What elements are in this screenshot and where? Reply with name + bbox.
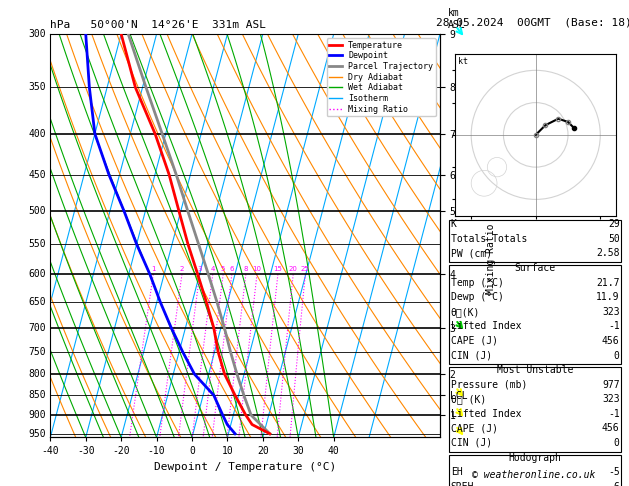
Text: 5: 5 [221,266,225,272]
Text: Pressure (mb): Pressure (mb) [450,380,527,390]
Text: 650: 650 [29,297,47,307]
Text: CIN (J): CIN (J) [450,438,492,448]
Text: Lifted Index: Lifted Index [450,409,521,419]
Text: K: K [450,219,457,229]
Text: 300: 300 [29,29,47,39]
Text: SREH: SREH [450,482,474,486]
Text: PW (cm): PW (cm) [450,248,492,259]
Text: 0: 0 [614,350,620,361]
Text: Most Unstable: Most Unstable [497,365,573,375]
Text: 450: 450 [29,170,47,180]
Text: 900: 900 [29,410,47,420]
Text: 350: 350 [29,83,47,92]
Text: 456: 456 [602,336,620,346]
Text: 0: 0 [614,438,620,448]
Text: 1: 1 [151,266,155,272]
Text: Lifted Index: Lifted Index [450,321,521,331]
Text: CAPE (J): CAPE (J) [450,423,498,434]
Text: θᴇ(K): θᴇ(K) [450,307,480,317]
Text: 20: 20 [289,266,298,272]
Text: 800: 800 [29,369,47,379]
Text: Dewp (°C): Dewp (°C) [450,292,504,302]
Legend: Temperature, Dewpoint, Parcel Trajectory, Dry Adiabat, Wet Adiabat, Isotherm, Mi: Temperature, Dewpoint, Parcel Trajectory… [326,38,436,116]
Text: 850: 850 [29,390,47,400]
Text: 600: 600 [29,269,47,279]
Text: 323: 323 [602,307,620,317]
Text: -1: -1 [608,321,620,331]
Text: 750: 750 [29,347,47,357]
Text: 8: 8 [243,266,248,272]
Text: 11.9: 11.9 [596,292,620,302]
Text: CIN (J): CIN (J) [450,350,492,361]
Text: kt: kt [459,57,468,66]
Text: -5: -5 [608,467,620,477]
Text: 700: 700 [29,323,47,333]
Text: 21.7: 21.7 [596,278,620,288]
Text: 2: 2 [180,266,184,272]
Text: -1: -1 [608,409,620,419]
Text: EH: EH [450,467,462,477]
Text: 977: 977 [602,380,620,390]
Text: 950: 950 [29,429,47,439]
Text: 25: 25 [301,266,309,272]
Text: 6: 6 [614,482,620,486]
Text: θᴇ (K): θᴇ (K) [450,394,486,404]
Text: 29: 29 [608,219,620,229]
Text: 10: 10 [252,266,262,272]
Text: 6: 6 [230,266,234,272]
Text: 50: 50 [608,234,620,244]
Text: 550: 550 [29,239,47,249]
Text: Hodograph: Hodograph [509,452,562,463]
Text: 456: 456 [602,423,620,434]
Text: CAPE (J): CAPE (J) [450,336,498,346]
X-axis label: Dewpoint / Temperature (°C): Dewpoint / Temperature (°C) [154,462,337,472]
Text: hPa   50°00'N  14°26'E  331m ASL: hPa 50°00'N 14°26'E 331m ASL [50,20,266,31]
Text: 2.58: 2.58 [596,248,620,259]
Text: 500: 500 [29,206,47,216]
Text: Mixing Ratio  (g/kg): Mixing Ratio (g/kg) [486,177,496,295]
Text: 28.05.2024  00GMT  (Base: 18): 28.05.2024 00GMT (Base: 18) [437,17,629,27]
Text: km
ASL: km ASL [448,8,465,30]
Text: 3: 3 [198,266,202,272]
Text: 323: 323 [602,394,620,404]
Text: Temp (°C): Temp (°C) [450,278,504,288]
Text: Totals Totals: Totals Totals [450,234,527,244]
Text: 15: 15 [274,266,282,272]
Text: 400: 400 [29,129,47,139]
Text: 4: 4 [211,266,215,272]
Text: Surface: Surface [515,263,555,273]
Text: © weatheronline.co.uk: © weatheronline.co.uk [472,470,596,480]
